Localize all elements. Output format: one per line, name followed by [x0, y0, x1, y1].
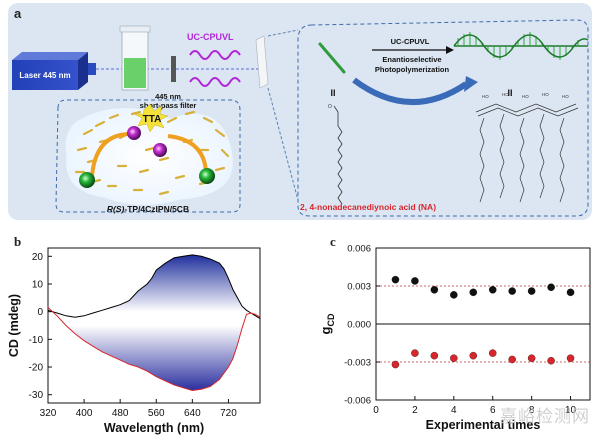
arrow-label-line2: Photopolymerization	[375, 65, 450, 74]
x-tick-label-c: 4	[451, 405, 457, 416]
scatter-point-positive	[547, 283, 555, 292]
y-tick-label-c: 0.003	[347, 282, 371, 293]
scatter-point-negative	[488, 349, 497, 357]
y-tick-label-b: 0	[37, 307, 43, 318]
cd-series-line-0	[47, 254, 261, 320]
scatter-point-positive	[508, 287, 516, 295]
x-tick-label-b: 640	[184, 408, 201, 419]
scatter-point-positive	[469, 288, 478, 297]
svg-text:HO: HO	[542, 92, 549, 97]
cpl-wave-top	[189, 50, 241, 60]
panel-a-label: a	[14, 6, 22, 21]
y-axis-label-b: CD (mdeg)	[7, 294, 21, 357]
svg-text:HO: HO	[562, 94, 569, 99]
x-tick-label-b: 720	[220, 408, 237, 419]
x-tick-label-c: 2	[412, 405, 418, 416]
panel-a-schematic: a Laser 445 nm 445 nm short-pass filter U…	[8, 3, 592, 220]
laser-label: Laser 445 nm	[19, 71, 70, 80]
svg-text:HO: HO	[502, 92, 509, 97]
y-tick-label-b: 10	[32, 279, 44, 290]
y-tick-label-c: 0.006	[347, 244, 371, 255]
x-tick-label-b: 560	[148, 408, 165, 419]
scatter-point-positive	[411, 277, 419, 285]
monomer-rod	[318, 42, 346, 74]
scatter-point-negative	[527, 354, 536, 362]
watermark: 嘉峪检测网	[500, 407, 590, 427]
scatter-point-negative	[430, 351, 439, 360]
scatter-point-positive	[527, 287, 536, 295]
panel-b-label: b	[14, 234, 21, 249]
scatter-point-negative	[566, 354, 575, 362]
short-pass-filter	[171, 56, 176, 82]
polymer-numeral: II	[507, 88, 512, 98]
arrow-top-label: UC-CPUVL	[391, 37, 430, 46]
polymer-helix	[453, 32, 589, 60]
scatter-point-negative	[450, 354, 458, 362]
svg-text:HO: HO	[522, 94, 529, 99]
scatter-point-negative	[411, 349, 419, 357]
uc-cpuvl-label: UC-CPUVL	[187, 32, 234, 42]
y-axis-label-c: gCD	[318, 313, 336, 334]
plot-frame-b	[47, 247, 261, 404]
scatter-point-negative	[508, 355, 516, 364]
system-label: R(S)-TP/4CzIPN/5CB	[107, 204, 189, 214]
scatter-point-positive	[391, 275, 400, 284]
y-tick-label-c: -0.003	[344, 358, 371, 369]
y-tick-label-b: 20	[32, 252, 44, 263]
scatter-point-positive	[450, 291, 458, 299]
y-tick-label-b: -10	[29, 335, 44, 346]
scatter-point-negative	[547, 356, 555, 365]
filter-label: 445 nm short-pass filter	[140, 92, 197, 110]
scatter-point-positive	[430, 286, 439, 294]
monomer-structure: O	[328, 104, 343, 205]
cd-gradient-fill	[48, 254, 260, 391]
scatter-point-positive	[488, 286, 497, 294]
na-caption: 2, 4-nonadecanediynoic acid (NA)	[300, 202, 436, 212]
arrow-label-line1: Enantioselective	[382, 55, 441, 64]
sample-slide	[255, 35, 269, 89]
x-tick-label-b: 320	[40, 408, 57, 419]
scatter-point-negative	[391, 360, 400, 369]
x-tick-label-c: 10	[565, 405, 577, 416]
x-tick-label-c: 8	[529, 405, 535, 416]
x-axis-label-c: Experimental times	[426, 418, 541, 432]
x-tick-label-c: 0	[373, 405, 379, 416]
cuvette	[119, 25, 151, 91]
tta-label: TTA	[143, 114, 162, 125]
reaction-curved-arrow	[352, 77, 468, 105]
x-tick-label-b: 400	[76, 408, 93, 419]
reaction-inset-frame	[297, 19, 589, 217]
y-tick-label-b: -20	[29, 363, 44, 374]
x-tick-label-b: 480	[112, 408, 129, 419]
cpl-wave-bottom	[189, 77, 241, 87]
svg-text:HO: HO	[482, 94, 489, 99]
x-axis-label-b: Wavelength (nm)	[104, 421, 204, 435]
x-tick-label-c: 6	[490, 405, 496, 416]
panel-b-cd-spectrum: b 20 10 0 -10 -20 -30 320 400 480 560 640 720 Wavele…	[7, 234, 261, 435]
laser-source: Laser 445 nm	[12, 52, 96, 90]
y-tick-label-b: -30	[29, 390, 44, 401]
monomer-numeral: II	[330, 88, 335, 98]
panel-c-label: c	[330, 234, 336, 249]
lc-blob-inset: TTA R(S)-TP/4CzIPN/5CB	[55, 99, 241, 214]
svg-text:O: O	[328, 104, 332, 110]
cd-series-line-1	[47, 307, 261, 392]
polymer-structure: HO HO HO HO HO	[475, 92, 579, 203]
y-tick-label-c: 0.000	[347, 320, 371, 331]
scatter-point-positive	[566, 288, 575, 297]
y-tick-label-c: -0.006	[344, 396, 371, 407]
scatter-point-negative	[469, 351, 478, 360]
